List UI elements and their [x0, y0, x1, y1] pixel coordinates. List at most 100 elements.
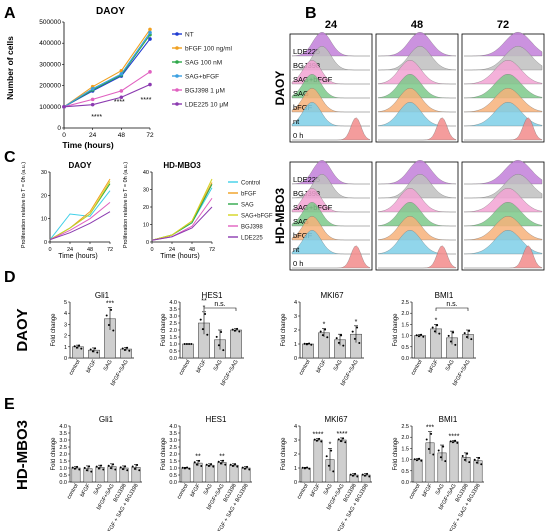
legend-label: SAG+bFGF	[241, 213, 273, 219]
data-point	[210, 463, 213, 466]
panel-a-xlabel: Time (hours)	[62, 140, 113, 150]
data-point	[324, 328, 327, 331]
histogram-peak	[378, 245, 457, 269]
bar-chart-ylabel: Fold change	[393, 437, 399, 471]
y-tick-label: 2	[294, 452, 297, 458]
y-tick-label: 3.0	[169, 438, 177, 444]
data-point	[119, 95, 124, 100]
data-point	[85, 469, 88, 472]
data-point	[248, 468, 251, 471]
category-label: bFGF	[428, 358, 441, 374]
y-tick-label: 1	[64, 345, 67, 351]
data-point	[97, 467, 100, 470]
data-point	[90, 470, 93, 473]
panel-c-legend: Control bFGF SAG SAG+bFGF BGJ398 LDE225	[228, 180, 273, 241]
data-point	[418, 457, 421, 460]
x-tick-label: 24	[89, 132, 97, 139]
bar	[337, 439, 347, 483]
data-point	[351, 330, 354, 333]
category-label: SAG	[93, 483, 104, 496]
x-tick-label: 48	[118, 132, 126, 139]
histogram-peak	[291, 32, 370, 57]
histogram-peak	[377, 74, 456, 99]
y-tick-label: 1.0	[401, 334, 409, 340]
data-point	[148, 70, 152, 74]
data-point	[206, 333, 209, 336]
chart-title: HD-MBO3	[163, 161, 201, 170]
category-label: SAG	[445, 359, 456, 372]
legend-label: LDE225 10 μM	[185, 101, 229, 108]
data-point	[413, 458, 416, 461]
data-point	[246, 465, 249, 468]
data-point	[431, 326, 434, 329]
data-point	[305, 343, 308, 346]
data-point	[454, 439, 457, 442]
significance-label: ****	[337, 431, 348, 438]
bar	[205, 464, 215, 483]
histogram-peak	[378, 117, 457, 141]
y-tick-label: 2.0	[401, 435, 409, 441]
series-line	[49, 181, 111, 241]
data-point	[358, 342, 361, 345]
category-label: control	[176, 483, 189, 500]
y-tick-label: 5	[64, 300, 67, 306]
data-point	[344, 441, 347, 444]
y-tick-label: 4.0	[59, 424, 67, 430]
y-tick-label: 3	[64, 322, 67, 328]
legend-label: bFGF	[241, 191, 257, 197]
data-point	[463, 332, 466, 335]
data-point	[337, 438, 340, 441]
y-tick-label: 1.5	[169, 335, 177, 341]
y-tick-label: 10	[41, 217, 47, 223]
data-point	[183, 467, 186, 470]
legend-marker	[175, 88, 179, 92]
series-line	[63, 34, 151, 108]
data-point	[415, 334, 418, 337]
data-point	[351, 474, 354, 477]
data-point	[217, 460, 220, 463]
data-point	[90, 97, 95, 102]
y-tick-label: 0	[44, 240, 47, 246]
x-tick-label: 48	[87, 247, 93, 253]
data-point	[186, 466, 189, 469]
data-point	[480, 463, 483, 466]
data-point	[123, 348, 126, 351]
category-label: bFGF	[86, 358, 99, 374]
bar	[414, 335, 426, 359]
data-point	[353, 337, 356, 340]
category-label: SAG	[203, 483, 214, 496]
y-tick-label: 2	[64, 334, 67, 340]
significance-label: *	[435, 317, 438, 324]
significance-label: ***	[426, 425, 434, 432]
legend-label: Control	[241, 180, 260, 186]
category-label: control	[68, 359, 81, 376]
data-point	[422, 335, 425, 338]
histogram-row-label: 0 h	[293, 131, 303, 140]
cell-line-label: DAOY	[273, 71, 287, 106]
y-tick-label: 0	[146, 240, 149, 246]
y-tick-label: 0	[294, 480, 297, 486]
y-tick-label: 0.5	[401, 469, 409, 475]
data-point	[195, 463, 198, 466]
histogram-peak	[463, 60, 543, 85]
category-label: bFGF	[316, 358, 329, 374]
category-label: SAG	[323, 483, 334, 496]
significance-label: *	[355, 319, 358, 326]
data-point	[417, 335, 420, 338]
y-tick-label: 4	[294, 300, 297, 306]
y-tick-label: 3.0	[59, 438, 67, 444]
y-tick-label: 0.5	[169, 473, 177, 479]
data-point	[475, 461, 478, 464]
data-point	[438, 332, 441, 335]
y-tick-label: 30	[41, 170, 47, 176]
y-tick-label: 20	[41, 193, 47, 199]
panel-e-row-label: HD-MBO3	[14, 420, 31, 490]
y-tick-label: 3.5	[169, 431, 177, 437]
bar	[230, 329, 242, 359]
category-label: control	[298, 359, 311, 376]
panel-a-ylabel: Number of cells	[5, 36, 15, 100]
data-point	[220, 330, 223, 333]
data-point	[432, 453, 435, 456]
category-label: bFGF	[80, 482, 93, 498]
